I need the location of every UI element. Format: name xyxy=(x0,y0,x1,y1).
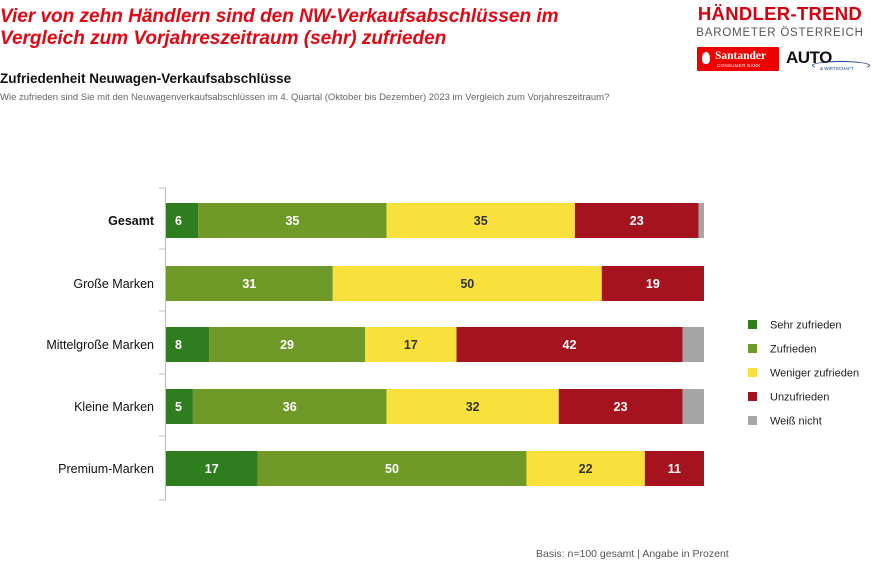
chart-headline: Vier von zehn Händlern sind den NW-Verka… xyxy=(0,6,660,50)
data-label: 5 xyxy=(175,400,182,414)
legend-label: Sehr zufrieden xyxy=(770,320,842,332)
category-label: Premium-Marken xyxy=(58,462,154,476)
bar-segment xyxy=(332,266,602,301)
data-label: 50 xyxy=(385,462,399,476)
bar-segment xyxy=(574,203,699,238)
bar-segment xyxy=(209,327,366,362)
bar-segment xyxy=(601,266,704,301)
data-label: 36 xyxy=(283,400,297,414)
legend-label: Zufrieden xyxy=(770,344,816,356)
bar-segment xyxy=(166,451,258,486)
auto-wirtschaft-sub: & WIRTSCHAFT xyxy=(820,66,854,71)
data-label: 6 xyxy=(175,214,182,228)
logo-title: HÄNDLER-TREND xyxy=(697,3,863,24)
bar-segment xyxy=(365,327,457,362)
legend-swatch xyxy=(748,416,757,425)
footnote: Basis: n=100 gesamt | Angabe in Prozent xyxy=(536,548,729,560)
data-label: 23 xyxy=(630,214,644,228)
bar-segment xyxy=(698,203,704,238)
chart-subtitle: Zufriedenheit Neuwagen-Verkaufsabschlüss… xyxy=(0,71,292,86)
bar-segment xyxy=(166,389,193,424)
data-label: 23 xyxy=(614,400,628,414)
data-label: 22 xyxy=(579,462,593,476)
bar-segment xyxy=(166,203,199,238)
logo-subtitle: BAROMETER ÖSTERREICH xyxy=(696,27,864,39)
legend-label: Unzufrieden xyxy=(770,392,829,404)
data-label: 11 xyxy=(668,462,681,476)
santander-sub: CONSUMER BANK xyxy=(717,63,761,68)
category-label: Gesamt xyxy=(108,214,155,228)
category-label: Mittelgroße Marken xyxy=(46,338,154,352)
bar-segment xyxy=(386,389,559,424)
bar-segment xyxy=(198,203,387,238)
bar-segment xyxy=(192,389,387,424)
bar-segment xyxy=(456,327,683,362)
bar-segment xyxy=(166,327,210,362)
bar-segment xyxy=(644,451,704,486)
legend-swatch xyxy=(748,320,757,329)
data-label: 35 xyxy=(285,214,299,228)
data-label: 8 xyxy=(175,338,182,352)
legend-swatch xyxy=(748,344,757,353)
bar-segment xyxy=(526,451,645,486)
data-label: 32 xyxy=(466,400,480,414)
legend-label: Weiß nicht xyxy=(770,416,822,428)
santander-logo: Santander CONSUMER BANK xyxy=(697,47,779,71)
sponsor-logos: Santander CONSUMER BANK AUTO & WIRTSCHAF… xyxy=(690,47,870,73)
data-label: 35 xyxy=(474,214,488,228)
bar-segment xyxy=(558,389,683,424)
data-label: 29 xyxy=(280,338,294,352)
bar-segment xyxy=(682,327,704,362)
bar-segment xyxy=(682,389,704,424)
bar-segment xyxy=(166,266,333,301)
data-label: 42 xyxy=(563,338,577,352)
legend-swatch xyxy=(748,392,757,401)
category-label: Große Marken xyxy=(73,277,154,291)
data-label: 17 xyxy=(404,338,418,352)
data-label: 19 xyxy=(646,277,660,291)
haendler-trend-logo: HÄNDLER-TREND BAROMETER ÖSTERREICH Santa… xyxy=(690,4,870,73)
data-label: 50 xyxy=(460,277,474,291)
headline-line-2: Vergleich zum Vorjahreszeitraum (sehr) z… xyxy=(0,28,447,49)
data-label: 17 xyxy=(205,462,219,476)
survey-question: Wie zufrieden sind Sie mit den Neuwagenv… xyxy=(0,92,610,103)
bar-segment xyxy=(257,451,527,486)
santander-flame-icon xyxy=(702,52,710,64)
santander-name: Santander xyxy=(715,50,767,62)
legend-label: Weniger zufrieden xyxy=(770,368,859,380)
bar-segment xyxy=(386,203,575,238)
auto-swoosh-icon xyxy=(812,61,870,70)
legend-swatch xyxy=(748,368,757,377)
category-label: Kleine Marken xyxy=(74,400,154,414)
data-label: 31 xyxy=(242,277,256,291)
headline-line-1: Vier von zehn Händlern sind den NW-Verka… xyxy=(0,6,559,27)
